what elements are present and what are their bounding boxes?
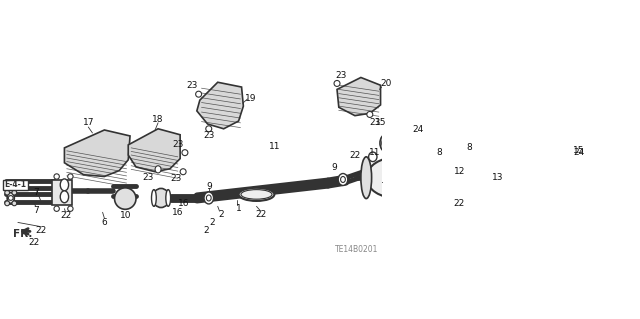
- Text: 15: 15: [375, 118, 387, 127]
- Text: 23: 23: [369, 118, 380, 127]
- Ellipse shape: [488, 161, 540, 198]
- Circle shape: [12, 201, 17, 206]
- Text: 22: 22: [255, 210, 267, 219]
- Ellipse shape: [340, 176, 346, 182]
- Text: 18: 18: [152, 115, 164, 124]
- Text: 23: 23: [203, 131, 214, 140]
- Text: 8: 8: [466, 143, 472, 152]
- Ellipse shape: [338, 174, 348, 185]
- Text: 22: 22: [28, 238, 40, 247]
- Ellipse shape: [206, 195, 211, 201]
- Text: 22: 22: [60, 211, 71, 220]
- Circle shape: [196, 91, 202, 97]
- Text: 9: 9: [331, 163, 337, 172]
- Text: 23: 23: [186, 81, 198, 90]
- Ellipse shape: [471, 176, 483, 191]
- Ellipse shape: [54, 206, 60, 211]
- Text: 22: 22: [35, 226, 46, 235]
- Text: 24: 24: [412, 125, 423, 135]
- Ellipse shape: [385, 194, 392, 203]
- Text: 23: 23: [172, 140, 184, 149]
- Text: 6: 6: [102, 218, 108, 227]
- Text: 20: 20: [381, 79, 392, 88]
- Ellipse shape: [566, 163, 579, 181]
- Ellipse shape: [361, 157, 372, 198]
- Polygon shape: [197, 82, 243, 129]
- Ellipse shape: [568, 165, 577, 178]
- Text: 23: 23: [170, 174, 182, 183]
- Text: 19: 19: [244, 94, 256, 103]
- Text: 7: 7: [33, 206, 38, 215]
- Polygon shape: [65, 130, 130, 176]
- Text: 8: 8: [436, 148, 442, 157]
- Circle shape: [4, 190, 10, 195]
- Text: FR.: FR.: [13, 229, 33, 239]
- Ellipse shape: [380, 134, 393, 152]
- Text: TE14B0201: TE14B0201: [335, 245, 379, 254]
- Text: 13: 13: [492, 173, 504, 182]
- Text: 23: 23: [142, 173, 154, 182]
- Text: 14: 14: [373, 177, 385, 186]
- Text: 16: 16: [172, 208, 184, 217]
- Ellipse shape: [536, 161, 545, 198]
- Text: 10: 10: [120, 211, 131, 220]
- Text: 7: 7: [33, 188, 38, 197]
- Ellipse shape: [366, 157, 431, 198]
- Ellipse shape: [483, 161, 493, 198]
- Circle shape: [206, 126, 212, 132]
- Ellipse shape: [426, 157, 436, 198]
- Circle shape: [8, 196, 13, 200]
- Text: 1: 1: [236, 204, 241, 213]
- Ellipse shape: [464, 156, 472, 167]
- Text: 16: 16: [178, 199, 189, 208]
- Text: 12: 12: [454, 167, 465, 176]
- Bar: [52, 180, 72, 205]
- Ellipse shape: [7, 193, 14, 203]
- Text: 9: 9: [206, 182, 212, 190]
- Ellipse shape: [60, 179, 68, 191]
- Circle shape: [180, 169, 186, 175]
- Text: 23: 23: [335, 70, 347, 80]
- Text: 11: 11: [369, 148, 380, 157]
- Circle shape: [12, 190, 17, 195]
- Ellipse shape: [166, 189, 171, 206]
- Text: E-4-1: E-4-1: [4, 180, 26, 189]
- Circle shape: [4, 201, 10, 206]
- Circle shape: [367, 111, 373, 117]
- Text: 2: 2: [203, 226, 209, 235]
- Circle shape: [334, 80, 340, 86]
- Polygon shape: [337, 78, 381, 116]
- Ellipse shape: [559, 167, 568, 191]
- Ellipse shape: [204, 192, 214, 204]
- Ellipse shape: [54, 174, 60, 179]
- Ellipse shape: [155, 166, 161, 173]
- Ellipse shape: [68, 174, 73, 179]
- Circle shape: [115, 188, 136, 209]
- Text: 22: 22: [349, 151, 360, 160]
- Text: 24: 24: [573, 148, 584, 157]
- Text: 2: 2: [209, 218, 214, 227]
- Ellipse shape: [152, 189, 156, 206]
- Circle shape: [182, 150, 188, 156]
- Bar: [3, 180, 28, 189]
- Ellipse shape: [68, 206, 73, 211]
- Ellipse shape: [153, 189, 170, 208]
- Ellipse shape: [239, 188, 275, 201]
- Ellipse shape: [478, 164, 486, 174]
- Text: 17: 17: [83, 118, 94, 127]
- Text: 22: 22: [454, 199, 465, 208]
- Text: 2: 2: [218, 210, 223, 219]
- Ellipse shape: [369, 152, 377, 162]
- Text: 11: 11: [269, 142, 280, 151]
- Ellipse shape: [241, 189, 272, 199]
- Text: 15: 15: [573, 146, 584, 155]
- Ellipse shape: [381, 137, 391, 150]
- Polygon shape: [128, 129, 180, 172]
- Ellipse shape: [60, 191, 68, 203]
